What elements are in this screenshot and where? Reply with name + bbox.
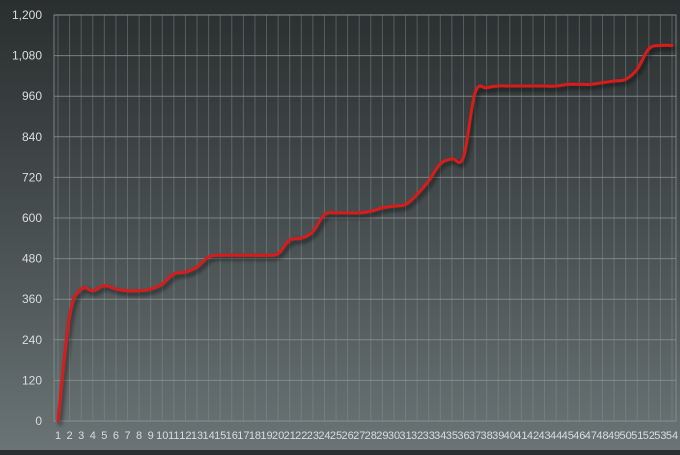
x-tick-label: 53 xyxy=(654,430,666,442)
x-tick-label: 48 xyxy=(596,430,608,442)
x-tick-label: 52 xyxy=(643,430,655,442)
y-tick-label: 840 xyxy=(22,130,42,144)
x-tick-label: 7 xyxy=(124,430,130,442)
x-tick-label: 44 xyxy=(550,430,562,442)
series-line xyxy=(58,45,672,421)
x-tick-label: 26 xyxy=(341,430,353,442)
x-tick-label: 15 xyxy=(214,430,226,442)
x-tick-label: 41 xyxy=(515,430,527,442)
y-tick-label: 120 xyxy=(22,373,42,387)
x-tick-label: 2 xyxy=(67,430,73,442)
x-tick-label: 42 xyxy=(527,430,539,442)
x-tick-label: 43 xyxy=(538,430,550,442)
x-tick-label: 18 xyxy=(249,430,261,442)
x-tick-label: 23 xyxy=(307,430,319,442)
x-tick-label: 9 xyxy=(148,430,154,442)
x-tick-label: 46 xyxy=(573,430,585,442)
x-tick-label: 34 xyxy=(434,430,446,442)
grid xyxy=(54,15,676,421)
x-tick-label: 19 xyxy=(260,430,272,442)
x-tick-label: 54 xyxy=(666,430,678,442)
x-tick-label: 25 xyxy=(330,430,342,442)
x-tick-label: 3 xyxy=(78,430,84,442)
x-tick-label: 40 xyxy=(504,430,516,442)
x-tick-label: 50 xyxy=(620,430,632,442)
y-tick-label: 1,080 xyxy=(12,49,42,63)
x-tick-label: 32 xyxy=(411,430,423,442)
x-tick-label: 36 xyxy=(457,430,469,442)
x-tick-label: 35 xyxy=(446,430,458,442)
x-tick-label: 37 xyxy=(469,430,481,442)
y-tick-label: 720 xyxy=(22,170,42,184)
y-tick-label: 0 xyxy=(35,414,42,428)
x-tick-label: 49 xyxy=(608,430,620,442)
x-tick-label: 24 xyxy=(318,430,330,442)
y-tick-label: 360 xyxy=(22,292,42,306)
x-tick-label: 5 xyxy=(101,430,107,442)
series xyxy=(58,45,672,421)
x-tick-label: 45 xyxy=(562,430,574,442)
x-tick-label: 13 xyxy=(191,430,203,442)
x-tick-label: 21 xyxy=(284,430,296,442)
x-tick-label: 12 xyxy=(179,430,191,442)
y-tick-label: 1,200 xyxy=(12,8,42,22)
x-tick-label: 10 xyxy=(156,430,168,442)
x-tick-label: 51 xyxy=(631,430,643,442)
x-tick-label: 22 xyxy=(295,430,307,442)
x-tick-label: 38 xyxy=(481,430,493,442)
y-tick-label: 960 xyxy=(22,89,42,103)
x-tick-label: 20 xyxy=(272,430,284,442)
x-tick-label: 30 xyxy=(388,430,400,442)
y-tick-label: 240 xyxy=(22,333,42,347)
x-tick-label: 47 xyxy=(585,430,597,442)
x-tick-label: 16 xyxy=(226,430,238,442)
x-tick-label: 27 xyxy=(353,430,365,442)
x-tick-label: 14 xyxy=(202,430,214,442)
x-tick-label: 31 xyxy=(399,430,411,442)
x-tick-label: 29 xyxy=(376,430,388,442)
x-tick-label: 28 xyxy=(365,430,377,442)
x-tick-label: 39 xyxy=(492,430,504,442)
y-tick-label: 600 xyxy=(22,211,42,225)
x-tick-label: 6 xyxy=(113,430,119,442)
x-tick-label: 4 xyxy=(90,430,96,442)
x-tick-label: 11 xyxy=(168,430,179,442)
x-tick-label: 33 xyxy=(423,430,435,442)
y-tick-label: 480 xyxy=(22,252,42,266)
x-tick-label: 17 xyxy=(237,430,249,442)
x-tick-label: 1 xyxy=(55,430,61,442)
x-tick-label: 8 xyxy=(136,430,142,442)
